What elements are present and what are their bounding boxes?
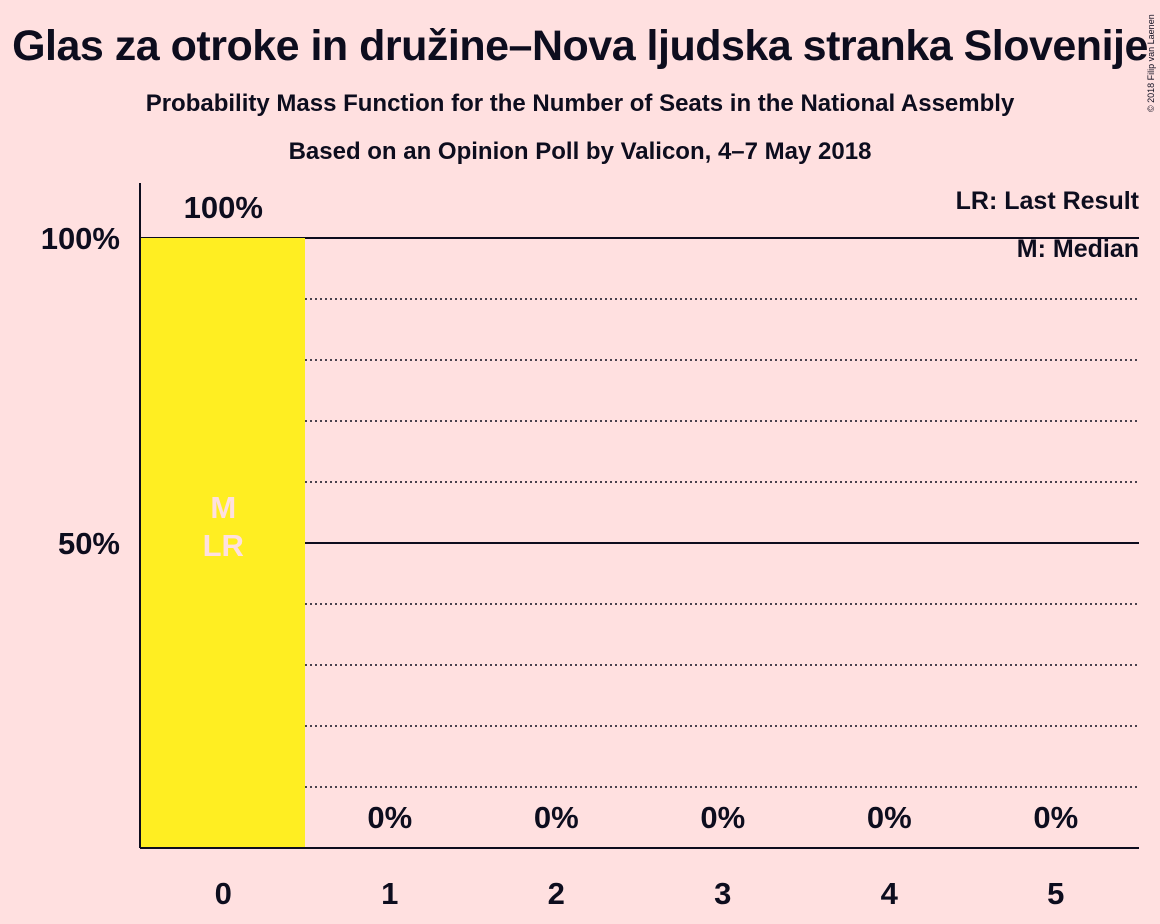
data-label: 0%: [367, 800, 412, 835]
bars: [141, 238, 305, 848]
data-label: 0%: [700, 800, 745, 835]
chart-source-line: Based on an Opinion Poll by Valicon, 4–7…: [288, 138, 872, 165]
y-tick-label: 100%: [41, 221, 120, 256]
x-tick-label: 3: [714, 876, 731, 911]
data-label: 0%: [534, 800, 579, 835]
x-tick-label: 2: [548, 876, 565, 911]
x-tick-label: 4: [881, 876, 899, 911]
y-tick-label: 50%: [58, 526, 120, 561]
data-label: 0%: [867, 800, 912, 835]
x-tick-label: 0: [215, 876, 232, 911]
x-tick-label: 1: [381, 876, 398, 911]
bar-marker-lr: LR: [203, 528, 244, 563]
data-label: 0%: [1033, 800, 1078, 835]
chart-subtitle: Probability Mass Function for the Number…: [145, 90, 1015, 117]
legend-median: M: Median: [1017, 235, 1139, 263]
chart-title: Glas za otroke in družine–Nova ljudska s…: [12, 22, 1148, 70]
bar-seats-0: [141, 238, 305, 848]
data-label: 100%: [184, 190, 263, 225]
legend-last-result: LR: Last Result: [956, 187, 1140, 215]
axes: [139, 183, 1139, 849]
labels: 100% 0 0% 1 0% 2 0% 3 0% 4 0% 5 MLR 50% 100%: [41, 190, 1078, 911]
bar-marker-m: M: [210, 490, 236, 525]
gridlines: [140, 237, 1139, 788]
x-tick-label: 5: [1047, 876, 1064, 911]
